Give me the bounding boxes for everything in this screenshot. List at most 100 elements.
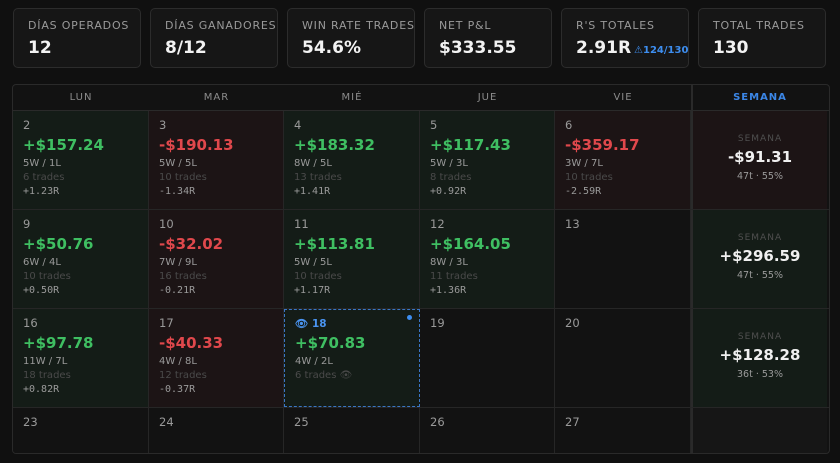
- calendar-body: 2 +$157.24 5W / 1L 6 trades +1.23R 3 -$190.13 5…: [13, 111, 829, 453]
- day-pnl: +$157.24: [23, 136, 104, 154]
- header-thu: JUE: [477, 92, 498, 103]
- calendar-week-row: 2 +$157.24 5W / 1L 6 trades +1.23R 3 -$190.13 5…: [13, 111, 829, 210]
- stat-value: 130: [713, 38, 749, 58]
- calendar-day[interactable]: 5 +$117.43 5W / 3L 8 trades +0.92R: [420, 111, 555, 209]
- pnl-calendar: LUN MAR MIÉ JUE VIE SEMANA 2 +$157.24 5W /…: [12, 84, 830, 454]
- day-win-loss: 8W / 3L: [430, 257, 468, 268]
- day-r-multiple: +0.82R: [23, 384, 60, 395]
- calendar-day[interactable]: 26: [420, 408, 555, 453]
- day-r-multiple: +1.17R: [294, 285, 331, 296]
- week-summary-label: SEMANA: [737, 332, 783, 342]
- calendar-day[interactable]: 17 -$40.33 4W / 8L 12 trades -0.37R: [149, 309, 284, 407]
- calendar-day[interactable]: 20: [555, 309, 691, 407]
- day-trades: 16 trades: [159, 271, 207, 282]
- stat-value: 12: [28, 38, 52, 58]
- day-r-multiple: +0.92R: [430, 186, 467, 197]
- calendar-day[interactable]: 6 -$359.17 3W / 7L 10 trades -2.59R: [555, 111, 691, 209]
- day-number: 19: [430, 316, 445, 330]
- calendar-day[interactable]: 11 +$113.81 5W / 5L 10 trades +1.17R: [284, 210, 420, 308]
- stat-label: NET P&L: [439, 19, 492, 32]
- day-number: 👁 18: [295, 318, 327, 330]
- day-pnl: +$50.76: [23, 235, 94, 253]
- day-number: 12: [430, 217, 445, 231]
- calendar-day[interactable]: 3 -$190.13 5W / 5L 10 trades -1.34R: [149, 111, 284, 209]
- eye-icon: 👁: [295, 318, 312, 330]
- stat-card-total-r: R'S TOTALES 2.91R ⚠124/130: [561, 8, 689, 68]
- day-number: 2: [23, 118, 31, 132]
- stat-card-net-pnl: NET P&L $333.55: [424, 8, 552, 68]
- day-win-loss: 7W / 9L: [159, 257, 197, 268]
- stat-value: $333.55: [439, 38, 517, 58]
- day-pnl: -$359.17: [565, 136, 640, 154]
- week-summary: SEMANA -$91.31 47t · 55%: [691, 111, 827, 209]
- day-win-loss: 6W / 4L: [23, 257, 61, 268]
- week-summary-label: SEMANA: [737, 233, 783, 243]
- day-trades: 18 trades: [23, 370, 71, 381]
- stat-label: R'S TOTALES: [576, 19, 655, 32]
- day-number: 20: [565, 316, 580, 330]
- day-number: 17: [159, 316, 174, 330]
- calendar-day[interactable]: 12 +$164.05 8W / 3L 11 trades +1.36R: [420, 210, 555, 308]
- day-trades: 12 trades: [159, 370, 207, 381]
- day-r-multiple: +0.50R: [23, 285, 60, 296]
- stat-label: WIN RATE TRADES: [302, 19, 415, 32]
- day-r-multiple: +1.36R: [430, 285, 467, 296]
- calendar-day-today[interactable]: 👁 18 +$70.83 4W / 2L 6 trades 👁: [284, 309, 420, 407]
- calendar-day[interactable]: 25: [284, 408, 420, 453]
- day-win-loss: 5W / 3L: [430, 158, 468, 169]
- day-win-loss: 3W / 7L: [565, 158, 603, 169]
- day-win-loss: 11W / 7L: [23, 356, 68, 367]
- calendar-day[interactable]: 13: [555, 210, 691, 308]
- calendar-day[interactable]: 19: [420, 309, 555, 407]
- day-pnl: -$190.13: [159, 136, 234, 154]
- stats-bar: DÍAS OPERADOS 12 DÍAS GANADORES 8/12 WIN…: [13, 8, 826, 68]
- header-week: SEMANA: [691, 85, 827, 110]
- stat-value: 8/12: [165, 38, 207, 58]
- day-pnl: -$40.33: [159, 334, 224, 352]
- day-r-multiple: -2.59R: [565, 186, 602, 197]
- day-number: 6: [565, 118, 573, 132]
- header-mon: LUN: [69, 92, 93, 103]
- day-r-multiple: +1.23R: [23, 186, 60, 197]
- week-summary-stats: 47t · 55%: [737, 171, 783, 182]
- header-wed: MIÉ: [341, 92, 363, 103]
- day-trades: 10 trades: [159, 172, 207, 183]
- week-summary: [691, 408, 827, 453]
- stat-value-row: 2.91R ⚠124/130: [576, 38, 688, 58]
- week-summary-pnl: -$91.31: [727, 148, 793, 166]
- day-win-loss: 4W / 8L: [159, 356, 197, 367]
- calendar-day[interactable]: 10 -$32.02 7W / 9L 16 trades -0.21R: [149, 210, 284, 308]
- day-number: 16: [23, 316, 38, 330]
- header-tue: MAR: [203, 92, 230, 103]
- stat-value: 2.91R: [576, 38, 632, 58]
- calendar-day[interactable]: 9 +$50.76 6W / 4L 10 trades +0.50R: [13, 210, 149, 308]
- calendar-day[interactable]: 23: [13, 408, 149, 453]
- day-number: 27: [565, 415, 580, 429]
- day-r-multiple: -0.21R: [159, 285, 196, 296]
- day-pnl: +$97.78: [23, 334, 94, 352]
- calendar-day[interactable]: 16 +$97.78 11W / 7L 18 trades +0.82R: [13, 309, 149, 407]
- stat-label: TOTAL TRADES: [713, 19, 805, 32]
- eye-icon: 👁: [336, 370, 353, 381]
- stat-card-win-rate: WIN RATE TRADES 54.6%: [287, 8, 415, 68]
- day-win-loss: 8W / 5L: [294, 158, 332, 169]
- header-fri: VIE: [613, 92, 633, 103]
- calendar-day[interactable]: 2 +$157.24 5W / 1L 6 trades +1.23R: [13, 111, 149, 209]
- calendar-day[interactable]: 24: [149, 408, 284, 453]
- day-number: 5: [430, 118, 438, 132]
- calendar-day[interactable]: 27: [555, 408, 691, 453]
- day-win-loss: 4W / 2L: [295, 356, 333, 367]
- calendar-day[interactable]: 4 +$183.32 8W / 5L 13 trades +1.41R: [284, 111, 420, 209]
- day-number: 26: [430, 415, 445, 429]
- warning-triangle-icon: ⚠: [634, 45, 644, 56]
- stat-sub-text: 124/130: [643, 45, 689, 56]
- day-win-loss: 5W / 5L: [294, 257, 332, 268]
- day-number: 9: [23, 217, 31, 231]
- day-win-loss: 5W / 5L: [159, 158, 197, 169]
- day-trades: 10 trades: [294, 271, 342, 282]
- day-number: 23: [23, 415, 38, 429]
- day-r-multiple: +1.41R: [294, 186, 331, 197]
- day-r-multiple: -0.37R: [159, 384, 196, 395]
- day-number: 10: [159, 217, 174, 231]
- day-trades: 13 trades: [294, 172, 342, 183]
